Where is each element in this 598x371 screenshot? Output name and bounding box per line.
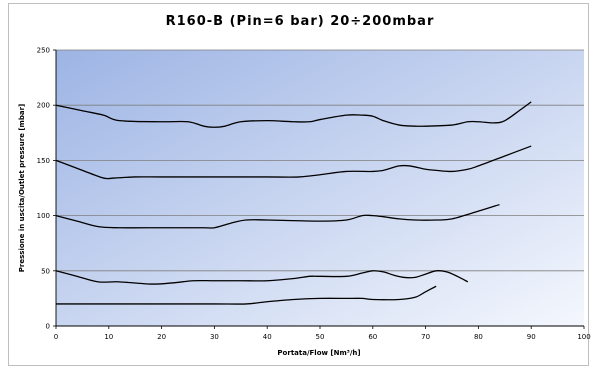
y-tick-labels: 0 50 100 150 200 250 [37,47,50,331]
y-tick-label: 0 [46,323,50,331]
x-tick-label: 100 [577,333,590,341]
x-tick-label: 50 [316,333,325,341]
x-tick-label: 40 [263,333,272,341]
series-line-1 [55,101,532,128]
x-tick-label: 30 [210,333,219,341]
series-line-3 [55,203,500,229]
x-tick-label: 60 [368,333,377,341]
series-line-5 [56,285,437,305]
y-tick-label: 50 [41,267,50,275]
y-axis-label: Pressione in uscita/Outlet pressure [mba… [18,104,26,272]
x-tick-label: 10 [104,333,113,341]
chart-title: R160-B (Pin=6 bar) 20÷200mbar [166,14,435,29]
x-axis-label: Portata/Flow [Nm³/h] [277,349,360,357]
plot-area [56,50,584,326]
x-tick-label: 80 [474,333,483,341]
y-tick-label: 100 [37,212,50,220]
series-line-2 [55,145,532,180]
x-tick-label: 0 [54,333,58,341]
series-line-4 [55,270,469,285]
x-tick-labels: 0 10 20 30 40 50 60 70 80 90 100 [54,333,591,341]
axes [53,49,585,329]
chart-border [8,3,589,366]
x-tick-label: 20 [157,333,166,341]
gridlines [56,49,584,272]
series-lines [55,101,532,305]
y-tick-label: 150 [37,157,50,165]
y-tick-label: 200 [37,102,50,110]
x-tick-label: 70 [421,333,430,341]
y-tick-label: 250 [37,47,50,55]
x-tick-label: 90 [527,333,536,341]
